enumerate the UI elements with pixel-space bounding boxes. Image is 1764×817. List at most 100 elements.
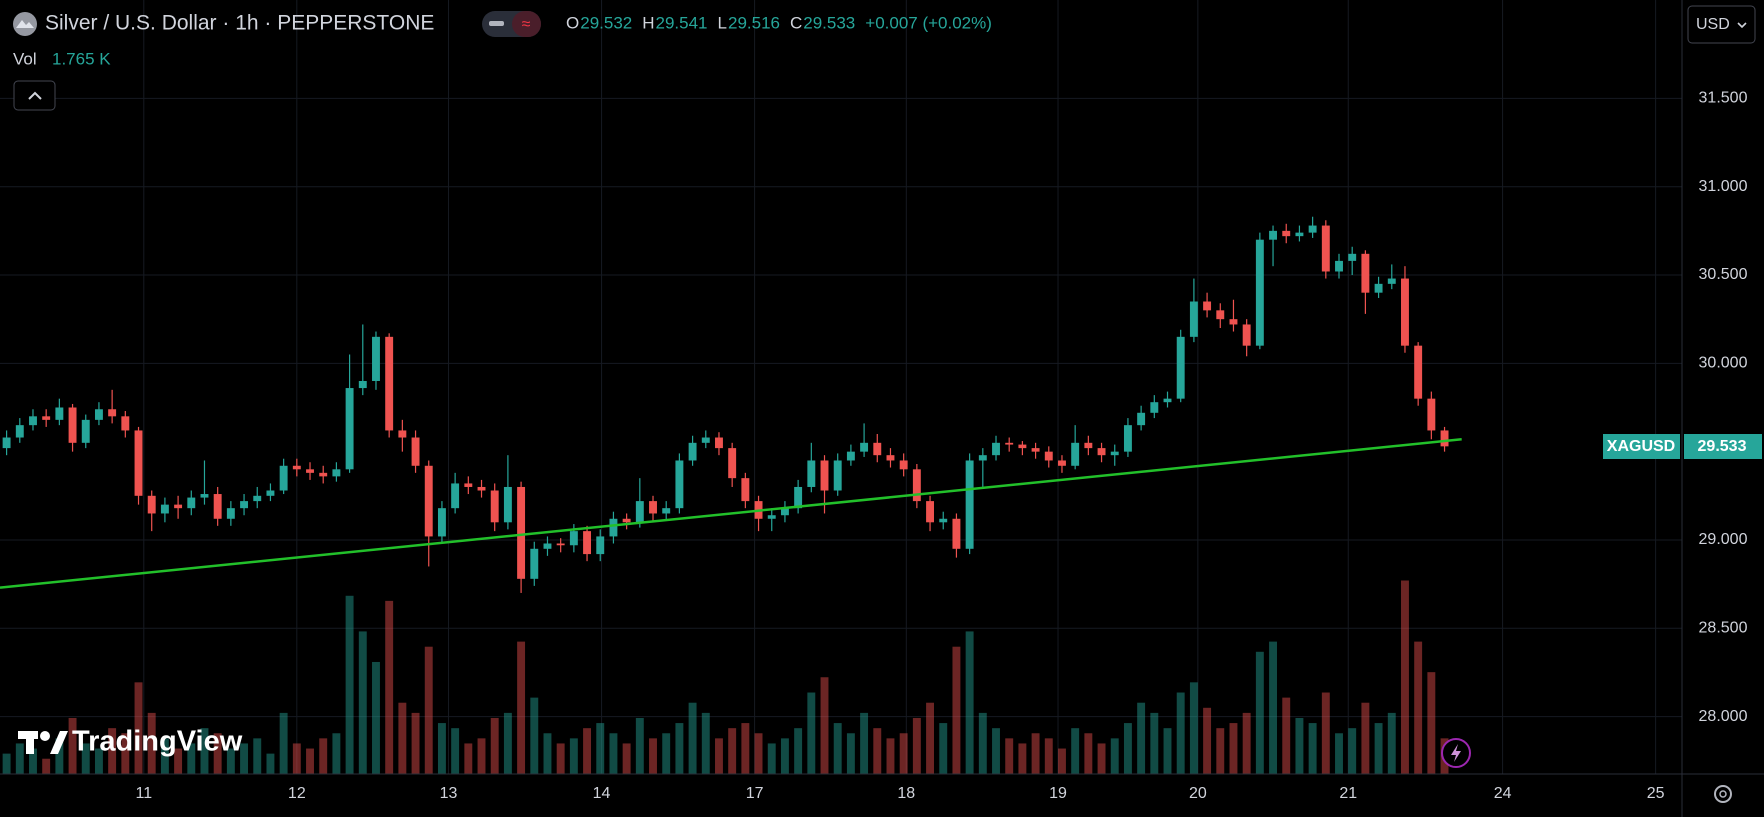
candle-body bbox=[1295, 232, 1304, 237]
candle-body bbox=[94, 409, 103, 420]
candle-body bbox=[1203, 301, 1212, 311]
candle-body bbox=[477, 486, 486, 491]
x-tick-label: 19 bbox=[1049, 785, 1067, 802]
overlay bbox=[0, 438, 1462, 589]
logo-dot bbox=[40, 731, 50, 741]
candle-body bbox=[569, 531, 578, 546]
volume-bar bbox=[978, 712, 987, 774]
volume-bar bbox=[1361, 702, 1370, 774]
candle-body bbox=[965, 460, 974, 549]
volume-bar bbox=[873, 728, 882, 774]
candle-body bbox=[622, 518, 631, 523]
grid bbox=[0, 0, 1682, 774]
volume-bar bbox=[1058, 748, 1066, 774]
watermark: TradingView bbox=[72, 726, 243, 758]
candle-body bbox=[1163, 398, 1172, 403]
volume-bar bbox=[240, 743, 249, 774]
candle-body bbox=[1229, 319, 1238, 325]
volume-bar bbox=[530, 697, 539, 774]
candle-body bbox=[1216, 310, 1225, 320]
candle-body bbox=[226, 508, 235, 519]
candle-body bbox=[411, 437, 420, 466]
candle-body bbox=[1321, 225, 1330, 272]
volume-bar bbox=[319, 738, 328, 774]
volume-bar bbox=[1216, 728, 1225, 774]
candle-body bbox=[2, 437, 11, 449]
candle-body bbox=[160, 504, 169, 514]
volume-bar bbox=[1163, 728, 1172, 774]
candle-body bbox=[1387, 278, 1396, 284]
candle-body bbox=[358, 380, 367, 389]
candle-body bbox=[886, 455, 895, 461]
volume-bar bbox=[1255, 651, 1264, 774]
status-icon bbox=[489, 21, 504, 26]
candle-body bbox=[1255, 239, 1264, 346]
volume-bar bbox=[1176, 692, 1185, 774]
ohlc-value: 29.533 bbox=[803, 13, 855, 32]
volume-bar bbox=[490, 717, 499, 774]
candle-body bbox=[1097, 448, 1106, 456]
trend-line bbox=[0, 438, 1462, 589]
currency-button[interactable] bbox=[1687, 5, 1756, 44]
volume-bar bbox=[213, 733, 222, 774]
candle-body bbox=[424, 465, 433, 537]
volume-bar bbox=[846, 733, 855, 774]
candle-body bbox=[319, 472, 328, 477]
settings-button[interactable] bbox=[1714, 785, 1732, 803]
price-axis: 28.000 28.500 29.000 30.000 30.500 31.000 31.5… bbox=[1699, 90, 1748, 725]
volume-bar bbox=[147, 712, 156, 774]
ohlc-value: 29.516 bbox=[728, 13, 780, 32]
candle-body bbox=[68, 407, 77, 443]
volume-bar bbox=[424, 646, 433, 774]
volume-bar bbox=[622, 743, 631, 774]
x-tick-label: 11 bbox=[135, 785, 152, 802]
ohlc-key: C bbox=[790, 13, 802, 32]
volume-bar bbox=[372, 661, 380, 774]
volume-bar bbox=[1295, 717, 1304, 774]
candle-body bbox=[939, 518, 948, 523]
volume-bar bbox=[833, 723, 842, 774]
candle-body bbox=[398, 430, 407, 438]
candle-body bbox=[1335, 260, 1343, 272]
volume-bar bbox=[1031, 733, 1040, 774]
volume-bar bbox=[807, 692, 816, 774]
volume-bar bbox=[358, 631, 367, 774]
volume-bar bbox=[1414, 641, 1423, 774]
candle-body bbox=[1361, 253, 1370, 293]
candle-body bbox=[451, 483, 460, 509]
x-tick-label: 13 bbox=[440, 785, 458, 802]
candle-body bbox=[820, 460, 829, 491]
volume-bar bbox=[860, 712, 869, 774]
volume-bar bbox=[1005, 738, 1014, 774]
candle-body bbox=[912, 469, 921, 502]
candles bbox=[2, 216, 1449, 593]
candle-body bbox=[780, 508, 789, 516]
volume-bar bbox=[1348, 728, 1357, 774]
y-tick-label: 29.000 bbox=[1699, 531, 1748, 548]
volume-bar bbox=[1018, 743, 1027, 774]
market-status[interactable] bbox=[512, 11, 541, 37]
candle-body bbox=[543, 543, 552, 549]
candle-body bbox=[1269, 230, 1278, 240]
candle-body bbox=[147, 495, 156, 514]
candle-body bbox=[108, 409, 117, 417]
candle-body bbox=[715, 437, 723, 449]
ohlc-legend: O 29.532 H 29.541 L 29.516 C 29.533 +0.007 (+0.0… bbox=[566, 13, 992, 32]
volume-bar bbox=[121, 733, 130, 774]
candle-body bbox=[1084, 442, 1093, 449]
candle-body bbox=[29, 416, 37, 426]
volume-bar bbox=[556, 743, 565, 774]
collapse-button[interactable] bbox=[13, 80, 56, 111]
change: +0.007 (+0.02%) bbox=[865, 13, 992, 32]
candle-body bbox=[1440, 430, 1449, 447]
candle-body bbox=[873, 442, 882, 456]
volume-bar bbox=[1427, 672, 1436, 774]
candle-body bbox=[1137, 412, 1146, 426]
volume-bar bbox=[503, 712, 512, 774]
symbol-tag-label: XAGUSD bbox=[1607, 438, 1675, 455]
volume-bar bbox=[1189, 682, 1198, 774]
volume-bar bbox=[767, 743, 776, 774]
volume-bar bbox=[1269, 641, 1278, 774]
